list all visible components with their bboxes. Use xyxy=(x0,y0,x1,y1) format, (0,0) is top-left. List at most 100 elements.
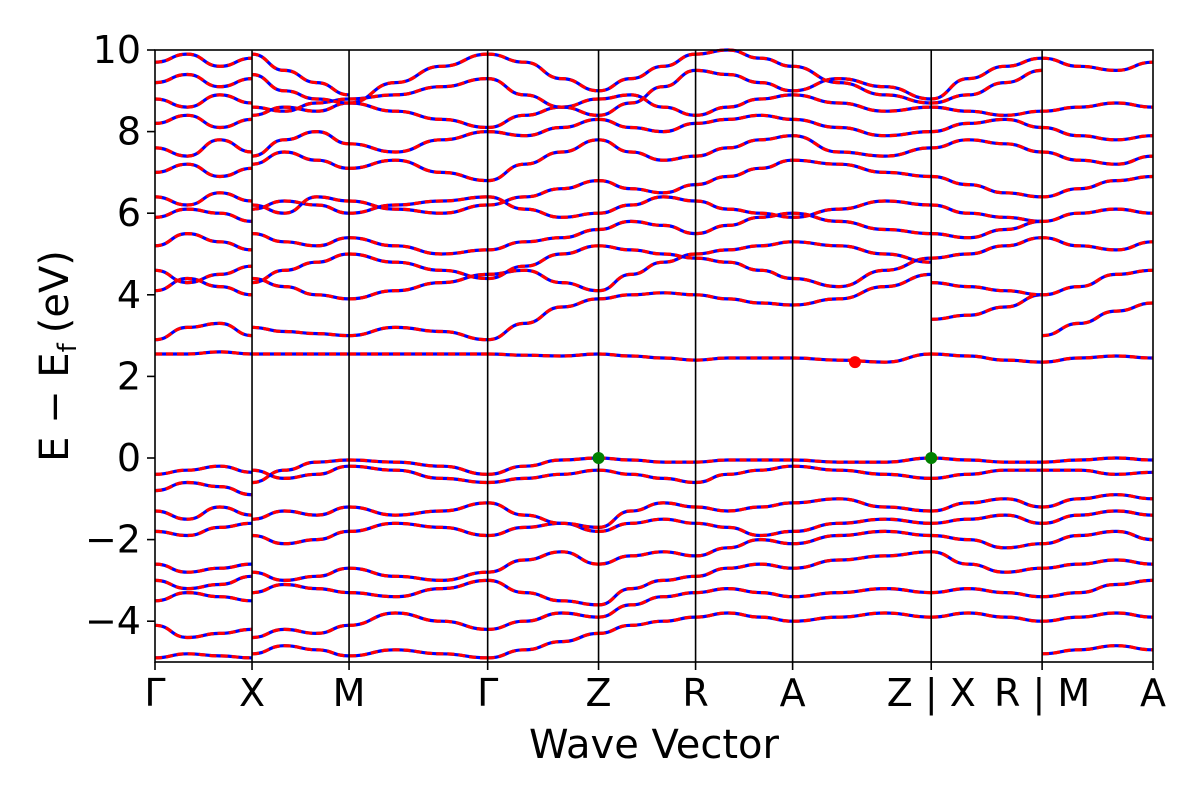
y-axis-label: E − E xyxy=(32,352,78,462)
x-tick-label-1: X xyxy=(239,671,265,715)
y-tick-label-0: −4 xyxy=(85,599,141,643)
band-line-red-143 xyxy=(931,611,1043,623)
band-line-red-25 xyxy=(251,566,350,583)
band-line-blue-38 xyxy=(251,129,350,158)
band-line-red-68 xyxy=(487,501,599,529)
band-line-red-75 xyxy=(487,227,599,252)
band-line-red-92 xyxy=(598,291,696,301)
band-line-red-37 xyxy=(251,150,350,170)
band-line-red-77 xyxy=(487,179,599,207)
band-line-red-67 xyxy=(487,521,599,538)
band-edge-markers xyxy=(592,356,938,464)
band-line-red-81 xyxy=(487,77,599,117)
band-line-red-130 xyxy=(792,464,932,480)
band-line-red-44 xyxy=(349,611,488,631)
band-line-red-55 xyxy=(349,236,488,256)
band-line-red-104 xyxy=(695,586,793,599)
band-line-red-175 xyxy=(1042,236,1154,252)
x-tick-label-6: A xyxy=(780,671,806,715)
band-line-red-91 xyxy=(598,352,696,362)
band-line-blue-125 xyxy=(792,550,932,570)
band-line-red-141 xyxy=(792,76,932,101)
band-line-red-29 xyxy=(251,464,350,481)
band-line-red-78 xyxy=(487,138,599,183)
band-line-red-163 xyxy=(1042,644,1154,656)
band-line-red-72 xyxy=(487,297,599,342)
band-line-red-54 xyxy=(349,252,488,281)
band-line-red-63 xyxy=(487,631,599,660)
band-line-red-166 xyxy=(1042,558,1154,570)
x-tick-label-0: Γ xyxy=(144,671,165,715)
band-line-red-20 xyxy=(154,72,253,89)
band-line-red-2 xyxy=(154,590,253,603)
band-line-red-23 xyxy=(251,623,350,640)
band-line-red-13 xyxy=(154,231,253,252)
band-line-red-180 xyxy=(1042,101,1154,113)
y-axis-ticks: −4 −2 0 2 4 6 8 10 xyxy=(85,28,155,643)
band-line-red-154 xyxy=(931,236,1043,260)
band-line-red-105 xyxy=(695,562,793,578)
band-line-red-62 xyxy=(349,52,488,105)
band-line-red-158 xyxy=(931,138,1043,154)
band-line-red-79 xyxy=(487,117,599,138)
y-tick-label-5: 6 xyxy=(117,191,141,235)
band-line-red-155 xyxy=(931,219,1043,240)
x-tick-label-3: Γ xyxy=(477,671,498,715)
band-line-red-9 xyxy=(154,350,253,356)
band-line-red-151 xyxy=(931,352,1043,364)
band-line-red-129 xyxy=(792,456,932,464)
y-axis-label-group: E − Ef (eV) xyxy=(32,250,83,462)
vbm-marker-1 xyxy=(925,452,938,464)
band-line-red-52 xyxy=(349,325,488,342)
band-line-red-149 xyxy=(931,456,1043,464)
band-line-red-160 xyxy=(931,105,1043,117)
band-line-red-14 xyxy=(154,207,253,223)
band-line-red-136 xyxy=(792,199,932,219)
band-line-red-135 xyxy=(792,211,932,236)
band-line-red-134 xyxy=(792,256,932,289)
band-line-red-59 xyxy=(349,130,488,154)
band-line-red-53 xyxy=(349,272,488,301)
band-line-red-106 xyxy=(695,537,793,558)
band-line-red-159 xyxy=(931,117,1043,134)
band-line-red-73 xyxy=(487,268,599,293)
band-line-red-131 xyxy=(792,352,932,364)
band-line-red-31 xyxy=(251,325,350,338)
band-line-red-61 xyxy=(349,77,488,101)
band-line-red-169 xyxy=(1042,493,1154,509)
band-line-red-117 xyxy=(695,158,793,187)
band-line-red-108 xyxy=(695,501,793,513)
band-line-red-132 xyxy=(792,272,932,307)
y-axis-label-subscript: f xyxy=(53,342,83,352)
band-line-blue-135 xyxy=(792,211,932,236)
band-line-red-12 xyxy=(154,264,253,285)
band-line-red-98 xyxy=(598,138,696,162)
band-line-red-111 xyxy=(695,356,793,362)
band-line-red-86 xyxy=(598,550,696,566)
y-tick-label-1: −2 xyxy=(85,518,141,562)
band-line-red-74 xyxy=(487,244,599,281)
band-line-red-99 xyxy=(598,117,696,134)
band-line-red-71 xyxy=(487,352,599,358)
band-line-red-69 xyxy=(487,456,599,476)
band-line-red-93 xyxy=(598,252,696,293)
band-line-red-127 xyxy=(792,517,932,533)
band-line-red-109 xyxy=(695,458,793,464)
band-line-red-76 xyxy=(487,195,599,219)
band-line-red-82 xyxy=(487,52,599,93)
band-line-red-58 xyxy=(349,158,488,183)
y-axis-label-unit: (eV) xyxy=(32,250,78,333)
x-tick-label-4: Z xyxy=(586,671,612,715)
band-line-red-176 xyxy=(1042,207,1154,223)
x-tick-label-2: M xyxy=(333,671,366,715)
band-line-red-26 xyxy=(251,529,350,546)
band-line-red-125 xyxy=(792,550,932,570)
x-axis-ticks: Γ X M Γ Z R A Z | X R | M A xyxy=(144,662,1166,716)
band-line-red-147 xyxy=(931,513,1043,525)
band-line-red-102 xyxy=(598,52,696,93)
band-line-red-21 xyxy=(154,52,253,68)
band-line-red-174 xyxy=(1042,268,1154,297)
band-line-red-38 xyxy=(251,129,350,158)
band-line-red-165 xyxy=(1042,578,1154,599)
